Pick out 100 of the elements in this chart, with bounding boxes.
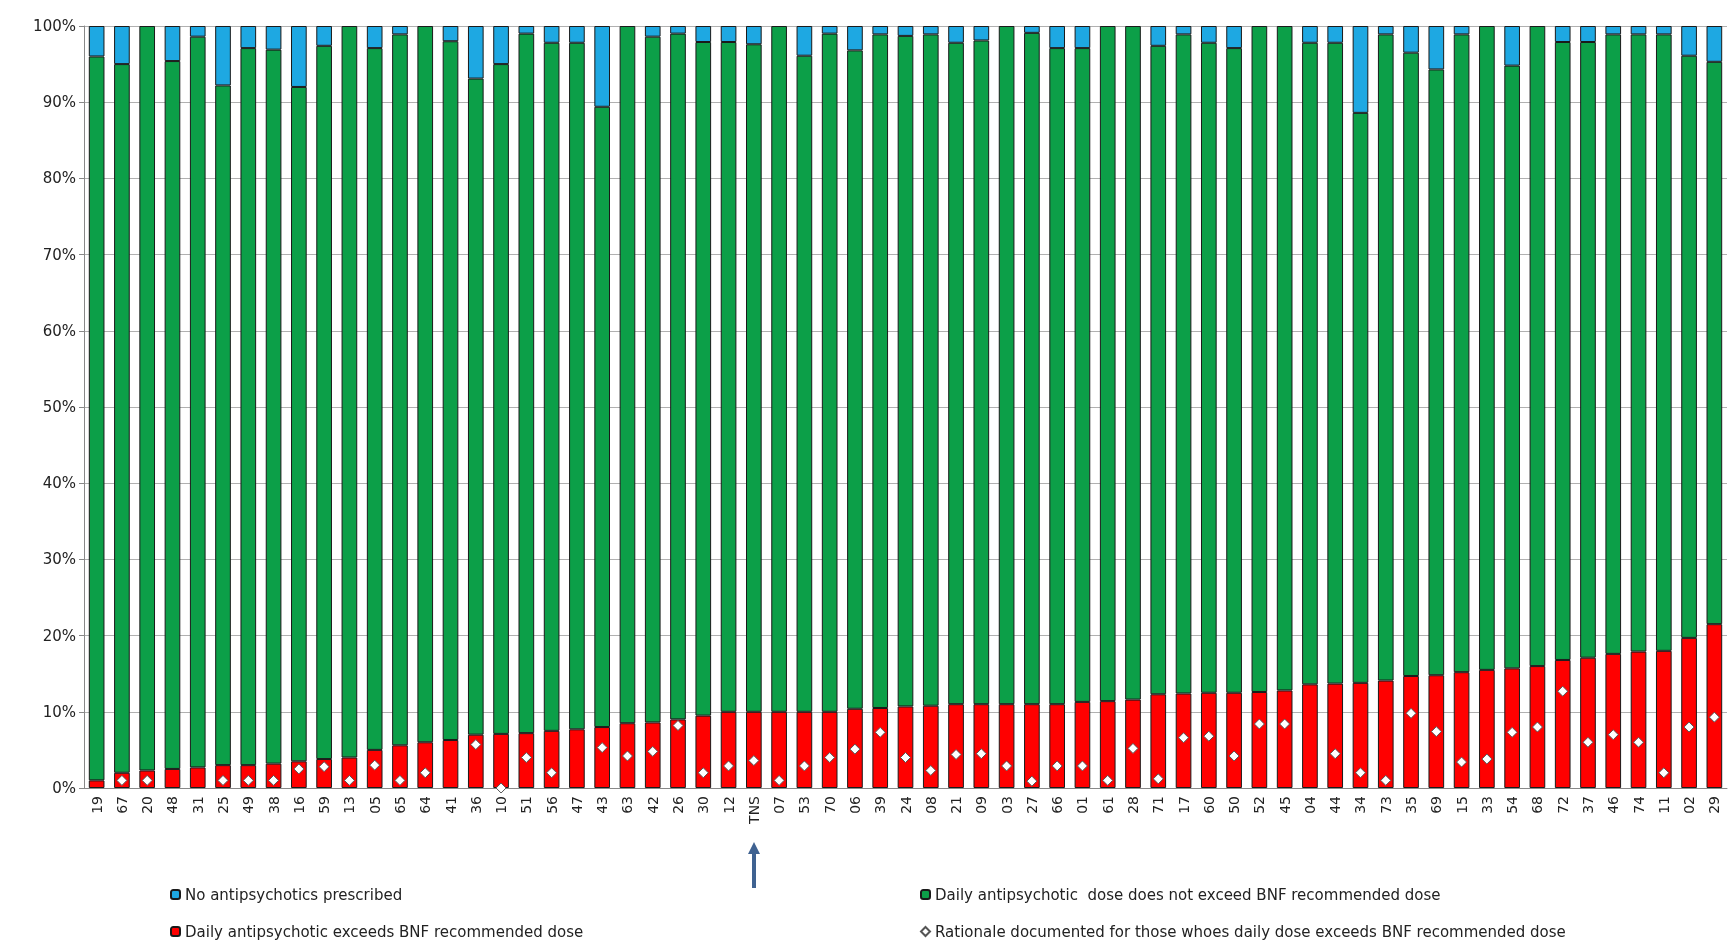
point <box>748 755 760 767</box>
point <box>925 764 937 776</box>
x-tick-label: 11 <box>1655 796 1672 814</box>
point <box>343 774 355 786</box>
x-tick-label: 02 <box>1681 796 1698 814</box>
point <box>1178 732 1190 744</box>
y-tick-label: 60% <box>42 321 76 340</box>
x-tick-label: 34 <box>1352 795 1369 814</box>
x-tick-label: 71 <box>1150 796 1167 814</box>
point <box>1279 718 1291 730</box>
x-tick-label: 10 <box>493 796 510 814</box>
legend-label: Daily antipsychotic dose does not exceed BNF recommended dose <box>935 885 1441 904</box>
point <box>1253 718 1265 730</box>
point <box>975 748 987 760</box>
x-tick-label: 61 <box>1099 796 1116 814</box>
point <box>900 752 911 764</box>
x-tick-label: 01 <box>1074 796 1091 814</box>
x-tick-label: 08 <box>922 796 939 814</box>
point <box>546 767 558 779</box>
point <box>1607 729 1619 741</box>
point <box>419 767 431 779</box>
x-tick-label: 17 <box>1175 796 1192 814</box>
point <box>874 726 886 738</box>
x-tick-label: 50 <box>1226 796 1243 814</box>
point <box>1001 760 1013 772</box>
legend-label: Daily antipsychotic exceeds BNF recommended dose <box>185 922 584 941</box>
x-tick-label: 70 <box>821 796 838 814</box>
y-tick-label: 100% <box>33 17 76 35</box>
x-tick-label: 39 <box>872 796 889 814</box>
x-tick-label: TNS <box>745 795 762 825</box>
y-tick-label: 90% <box>42 93 76 112</box>
point <box>773 774 785 786</box>
x-tick-label: 33 <box>1478 796 1495 814</box>
point <box>1354 767 1366 779</box>
point <box>1430 726 1442 738</box>
x-tick-label: 24 <box>897 795 914 814</box>
y-tick-label: 70% <box>42 245 76 264</box>
x-tick-label: 44 <box>1327 795 1344 814</box>
x-tick-label: 46 <box>1605 795 1622 814</box>
point <box>1405 707 1417 719</box>
x-tick-label: 26 <box>670 795 687 814</box>
point <box>1481 753 1493 765</box>
x-tick-label: 72 <box>1554 796 1571 814</box>
x-tick-label: 41 <box>442 796 459 814</box>
point <box>1203 730 1215 742</box>
x-tick-label: 19 <box>88 796 105 814</box>
point <box>1152 773 1164 785</box>
point <box>672 720 684 732</box>
x-tick-label: 53 <box>796 796 813 814</box>
x-tick-label: 47 <box>568 796 585 814</box>
point <box>1658 767 1670 779</box>
x-tick-label: 37 <box>1579 796 1596 814</box>
x-tick-label: 54 <box>1504 795 1521 814</box>
point <box>1506 726 1518 738</box>
x-tick-label: 09 <box>973 796 990 814</box>
x-tick-label: 13 <box>341 796 358 814</box>
point <box>723 760 735 772</box>
y-tick-label: 20% <box>42 626 76 645</box>
x-tick-label: 43 <box>594 796 611 814</box>
x-tick-label: 42 <box>644 796 661 814</box>
point <box>1026 775 1038 787</box>
y-tick-label: 40% <box>42 474 76 493</box>
x-tick-label: 64 <box>417 795 434 814</box>
point <box>849 743 861 755</box>
point <box>1051 760 1063 772</box>
x-tick-label: 59 <box>316 796 333 814</box>
point <box>318 761 330 773</box>
point <box>596 742 608 754</box>
x-tick-label: 16 <box>290 795 307 814</box>
point <box>1076 760 1088 772</box>
point <box>1531 721 1543 733</box>
point <box>1380 774 1392 786</box>
x-tick-label: 29 <box>1706 796 1723 814</box>
x-tick-label: 15 <box>1453 796 1470 814</box>
point <box>697 767 709 779</box>
legend-label: Rationale documented for those whoes daily dose exceeds BNF recommended dose <box>935 922 1566 941</box>
x-tick-label: 25 <box>215 796 232 814</box>
x-tick-label: 28 <box>1124 796 1141 814</box>
y-tick-label: 80% <box>42 169 76 188</box>
x-tick-label: 20 <box>139 796 156 814</box>
x-tick-label: 04 <box>1301 795 1318 814</box>
x-tick-label: 73 <box>1377 796 1394 814</box>
x-tick-label: 65 <box>391 796 408 814</box>
x-tick-label: 67 <box>113 796 130 814</box>
point <box>621 750 633 762</box>
point <box>1557 685 1569 697</box>
y-tick-label: 50% <box>42 398 76 416</box>
point <box>950 748 962 760</box>
point <box>495 782 507 794</box>
point <box>1683 721 1695 733</box>
point <box>1708 711 1720 723</box>
x-tick-label: 48 <box>164 796 181 814</box>
y-tick-label: 10% <box>42 702 76 721</box>
x-tick-label: 35 <box>1403 796 1420 814</box>
x-tick-label: 12 <box>720 796 737 814</box>
point <box>1456 756 1468 768</box>
x-tick-label: 63 <box>619 796 636 814</box>
x-tick-label: 07 <box>771 796 788 814</box>
point <box>824 752 836 764</box>
point <box>798 760 810 772</box>
